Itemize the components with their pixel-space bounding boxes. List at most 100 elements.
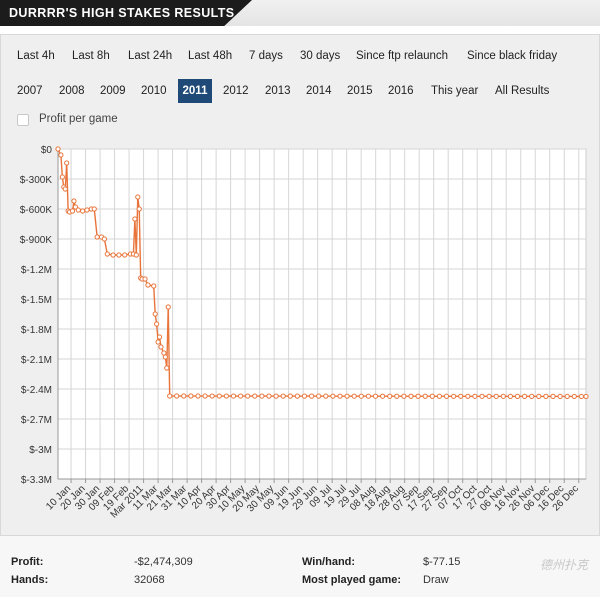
hands-label: Hands: [11, 574, 49, 586]
data-point [429, 393, 435, 399]
filter-7-days[interactable]: 7 days [249, 50, 283, 62]
data-point [287, 393, 293, 399]
data-point [91, 206, 97, 212]
data-point [316, 393, 322, 399]
results-panel: Last 4h Last 8h Last 24h Last 48h 7 days… [0, 34, 600, 536]
filter-year-2014[interactable]: 2014 [306, 85, 332, 97]
data-point [259, 393, 265, 399]
data-point [543, 393, 549, 399]
y-tick-label: $-2.7M [21, 415, 52, 426]
data-point [135, 194, 141, 200]
watermark: 德州扑克 [539, 558, 588, 572]
data-point [80, 208, 86, 214]
filter-since-ftp-relaunch[interactable]: Since ftp relaunch [356, 50, 449, 62]
data-point [142, 276, 148, 282]
data-point [436, 393, 442, 399]
profit-label: Profit: [11, 556, 44, 568]
y-tick-label: $-2.1M [21, 355, 52, 366]
filter-last-24h[interactable]: Last 24h [128, 50, 173, 62]
data-point [252, 393, 258, 399]
data-point [156, 334, 163, 340]
filter-year-2011[interactable]: 2011 [178, 79, 212, 103]
data-point [450, 393, 457, 399]
filter-year-2012[interactable]: 2012 [223, 85, 249, 97]
data-point [486, 393, 492, 399]
data-point [59, 174, 65, 180]
data-point [55, 146, 61, 152]
y-tick-label: $0 [41, 145, 53, 156]
data-point [273, 393, 279, 399]
data-point [422, 393, 428, 399]
data-point [408, 393, 414, 399]
filter-year-2013[interactable]: 2013 [265, 85, 291, 97]
data-point [104, 251, 110, 257]
header-tab [0, 0, 252, 26]
data-point [230, 393, 237, 399]
data-point [174, 393, 180, 399]
filter-30-days[interactable]: 30 days [300, 50, 341, 62]
data-point [507, 393, 513, 399]
data-point [472, 393, 478, 399]
plot-background [57, 148, 587, 480]
filter-this-year[interactable]: This year [431, 85, 479, 97]
period-filters: Last 4h Last 8h Last 24h Last 48h 7 days… [1, 35, 600, 135]
hands-value: 32068 [134, 574, 165, 586]
data-point [188, 393, 194, 399]
data-point [344, 393, 350, 399]
data-point [136, 206, 142, 212]
filter-year-2007[interactable]: 2007 [17, 85, 43, 97]
data-point [216, 393, 222, 399]
y-tick-label: $-300K [20, 175, 53, 186]
data-point [529, 393, 535, 399]
filter-year-2008[interactable]: 2008 [59, 85, 85, 97]
profit-per-game-label: Profit per game [39, 113, 118, 125]
y-tick-label: $-1.2M [21, 265, 52, 276]
data-point [155, 339, 161, 345]
profit-per-game-checkbox[interactable] [17, 114, 29, 126]
data-point [479, 393, 485, 399]
data-point [162, 354, 168, 360]
data-point [71, 198, 77, 204]
data-point [145, 282, 151, 288]
data-point [72, 204, 79, 210]
data-point [358, 393, 364, 399]
filter-last-48h[interactable]: Last 48h [188, 50, 233, 62]
data-point [195, 393, 201, 399]
filter-since-black-friday[interactable]: Since black friday [467, 50, 558, 62]
win-per-hand-value: $-77.15 [423, 556, 461, 568]
filter-last-8h[interactable]: Last 8h [72, 50, 110, 62]
data-point [387, 393, 393, 399]
data-point [154, 321, 160, 327]
data-point [564, 393, 570, 400]
data-point [116, 252, 122, 258]
data-point [223, 393, 229, 399]
filter-all-results[interactable]: All Results [495, 85, 550, 97]
most-played-value: Draw [423, 574, 449, 586]
data-point [110, 252, 116, 258]
data-point [152, 311, 158, 317]
filter-last-4h[interactable]: Last 4h [17, 50, 55, 62]
data-point [165, 304, 171, 310]
y-tick-label: $-1.5M [21, 295, 52, 306]
data-point [158, 344, 164, 350]
data-point [308, 393, 315, 399]
data-point [237, 393, 244, 399]
filter-year-2009[interactable]: 2009 [100, 85, 126, 97]
data-point [550, 393, 556, 399]
data-point [557, 393, 563, 400]
data-point [458, 393, 464, 399]
y-tick-label: $-600K [20, 205, 53, 216]
data-point [351, 393, 357, 399]
data-point [401, 393, 407, 399]
filter-year-2010[interactable]: 2010 [141, 85, 167, 97]
data-point [337, 393, 343, 399]
data-point [151, 283, 157, 289]
data-point [122, 252, 128, 258]
data-point [379, 393, 386, 399]
data-point [514, 393, 521, 399]
filter-year-2015[interactable]: 2015 [347, 85, 373, 97]
data-point [365, 393, 371, 399]
data-point [181, 393, 187, 399]
data-point [164, 365, 170, 371]
filter-year-2016[interactable]: 2016 [388, 85, 414, 97]
